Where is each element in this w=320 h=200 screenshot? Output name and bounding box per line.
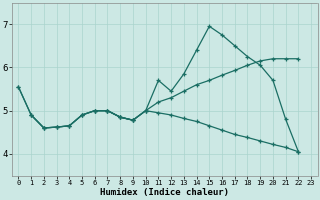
X-axis label: Humidex (Indice chaleur): Humidex (Indice chaleur) [100,188,229,198]
